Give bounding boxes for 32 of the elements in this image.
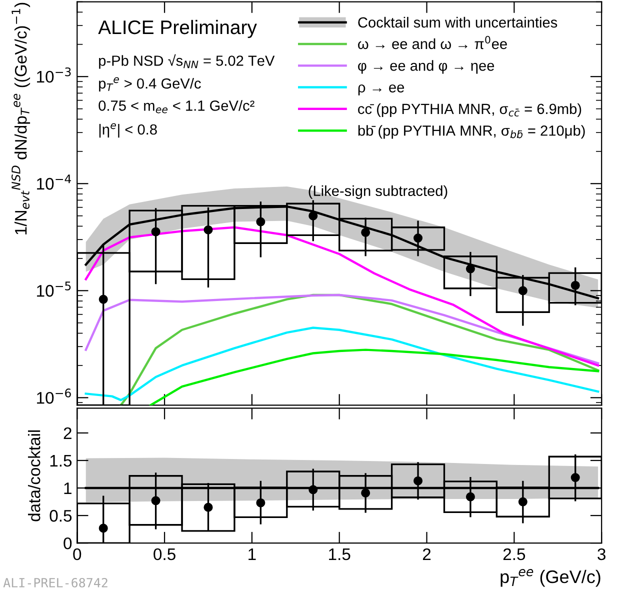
y-tick-label: 10$^{−4}$ [37, 174, 72, 190]
legend-label: φ → ee and φ → ηee [358, 60, 494, 74]
y-tick-label: 1.5 [50, 455, 72, 467]
x-tick-label: 2.5 [503, 548, 526, 560]
x-tick-label: 0 [73, 548, 82, 560]
legend-label: bb̄ (pp PYTHIA MNR, σ$_{bb̄}$ = 210μb) [358, 125, 585, 139]
y-tick-label: 2 [64, 427, 72, 439]
y-tick-label: 1 [64, 482, 72, 494]
annotation: p-Pb NSD √s$_{NN}$ = 5.02 TeV [99, 54, 275, 69]
text: ALI-PREL-68742 [3, 578, 108, 588]
legend-label: ω → ee and ω → π$^{0}$ee [358, 36, 507, 50]
annotation: (Like-sign subtracted) [308, 185, 448, 199]
annotation: ALICE Preliminary [98, 20, 257, 38]
x-tick-label: 1 [248, 548, 256, 560]
annotation: 0.75 < m$_{ee}$ < 1.1 GeV/c² [98, 100, 254, 114]
x-tick-label: 3 [598, 548, 606, 560]
text: 1/N$_{evt}$$^{NSD}$ dN/dp$_{T}$$^{ee}$ ((GeV/c)$^{−1}$) [12, 2, 30, 234]
x-tick-label: 2 [422, 548, 431, 560]
legend-label: Cocktail sum with uncertainties [358, 16, 558, 28]
y-tick-label: 0.5 [50, 510, 72, 522]
legend-label: cc̄ (pp PYTHIA MNR, σ$_{cc̄}$ = 6.9mb) [358, 103, 582, 117]
y-tick-label: 10$^{−5}$ [37, 282, 71, 297]
x-tick-label: 1.5 [329, 548, 350, 560]
y-tick-label: 10$^{−6}$ [37, 388, 71, 404]
legend-label: ρ → ee [358, 84, 404, 96]
x-tick-label: 0.5 [154, 548, 176, 560]
y-tick-label: 0 [64, 537, 72, 550]
annotation: |η$^{e}$| < 0.8 [99, 123, 157, 138]
annotation: p$_{T}$$^{e}$ > 0.4 GeV/c [99, 77, 201, 92]
y-axis-title: data/cocktail [28, 430, 40, 522]
x-axis-title: p$_{T}$$^{ee}$ (GeV/c) [500, 569, 600, 587]
y-tick-label: 10$^{−3}$ [37, 67, 71, 83]
